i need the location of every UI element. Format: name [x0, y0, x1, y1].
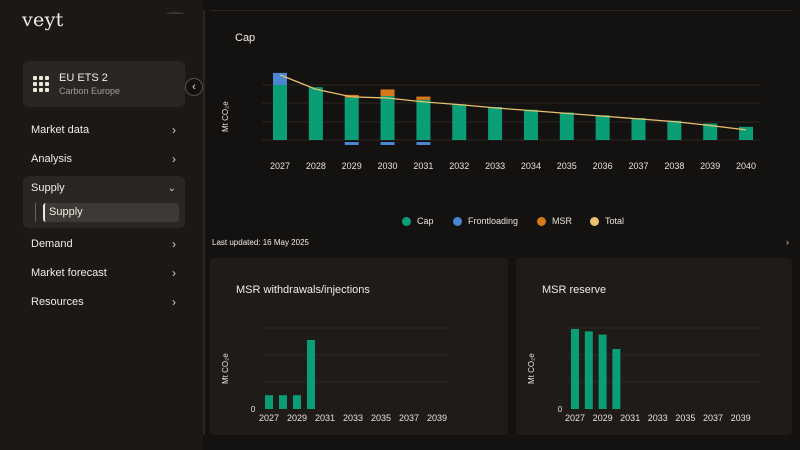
legend-cap[interactable]: Cap	[402, 216, 434, 226]
subnav-item-supply[interactable]: Supply	[43, 203, 179, 222]
legend-label: MSR	[552, 216, 572, 226]
veyt-logo[interactable]: veyt	[22, 9, 64, 31]
nav-label: Analysis	[31, 153, 72, 165]
legend-label: Cap	[417, 216, 434, 226]
nav-label: Resources	[31, 296, 84, 308]
product-subtitle: Carbon Europe	[59, 86, 121, 96]
nav-item-demand[interactable]: Demand ›	[23, 232, 185, 256]
sidebar: veyt EU ETS 2 Carbon Europe Market data …	[0, 0, 196, 450]
legend-msr[interactable]: MSR	[537, 216, 572, 226]
chevron-down-icon: ⌄	[167, 182, 176, 194]
nav-item-market-forecast[interactable]: Market forecast ›	[23, 261, 185, 285]
chevron-left-icon: ‹	[192, 81, 196, 93]
nav-label: Demand	[31, 238, 73, 250]
legend-dot-total	[590, 216, 599, 226]
legend-frontloading[interactable]: Frontloading	[453, 216, 518, 226]
last-updated-text: Last updated: 16 May 2025	[212, 238, 309, 247]
chevron-right-icon: ›	[172, 123, 176, 137]
msr-withdrawals-panel	[210, 258, 508, 435]
legend-label: Total	[605, 216, 625, 226]
msr-reserve-title: MSR reserve	[542, 284, 607, 296]
nav-item-market-data[interactable]: Market data ›	[23, 118, 185, 142]
panel-divider	[210, 10, 792, 11]
grid-icon	[33, 76, 49, 92]
nav-item-resources[interactable]: Resources ›	[23, 290, 185, 314]
scroll-indicator-icon	[166, 12, 184, 16]
chevron-right-icon: ›	[172, 266, 176, 280]
chevron-right-icon: ›	[172, 237, 176, 251]
legend-total[interactable]: Total	[590, 216, 624, 226]
legend-dot-frontloading	[453, 216, 462, 226]
cap-chart-title: Cap	[235, 32, 256, 44]
content-divider	[203, 10, 205, 435]
nav-item-supply[interactable]: Supply ⌄	[23, 176, 185, 200]
chevron-right-icon: ›	[172, 152, 176, 166]
collapse-sidebar-button[interactable]: ‹	[185, 78, 203, 96]
legend-label: Frontloading	[468, 216, 519, 226]
chevron-right-icon: ›	[172, 295, 176, 309]
legend-dot-cap	[402, 216, 411, 226]
nav-label: Market forecast	[31, 267, 107, 279]
nav-item-analysis[interactable]: Analysis ›	[23, 147, 185, 171]
subnav-indent-line	[35, 203, 36, 222]
nav-label: Market data	[31, 124, 90, 136]
nav-label: Supply	[31, 182, 65, 194]
msr-withdrawals-title: MSR withdrawals/injections	[236, 284, 370, 296]
product-title: EU ETS 2	[59, 72, 108, 84]
chevron-right-icon[interactable]: ›	[786, 237, 789, 247]
product-selector[interactable]: EU ETS 2 Carbon Europe	[23, 61, 185, 107]
legend-dot-msr	[537, 216, 546, 226]
msr-reserve-panel	[516, 258, 792, 435]
